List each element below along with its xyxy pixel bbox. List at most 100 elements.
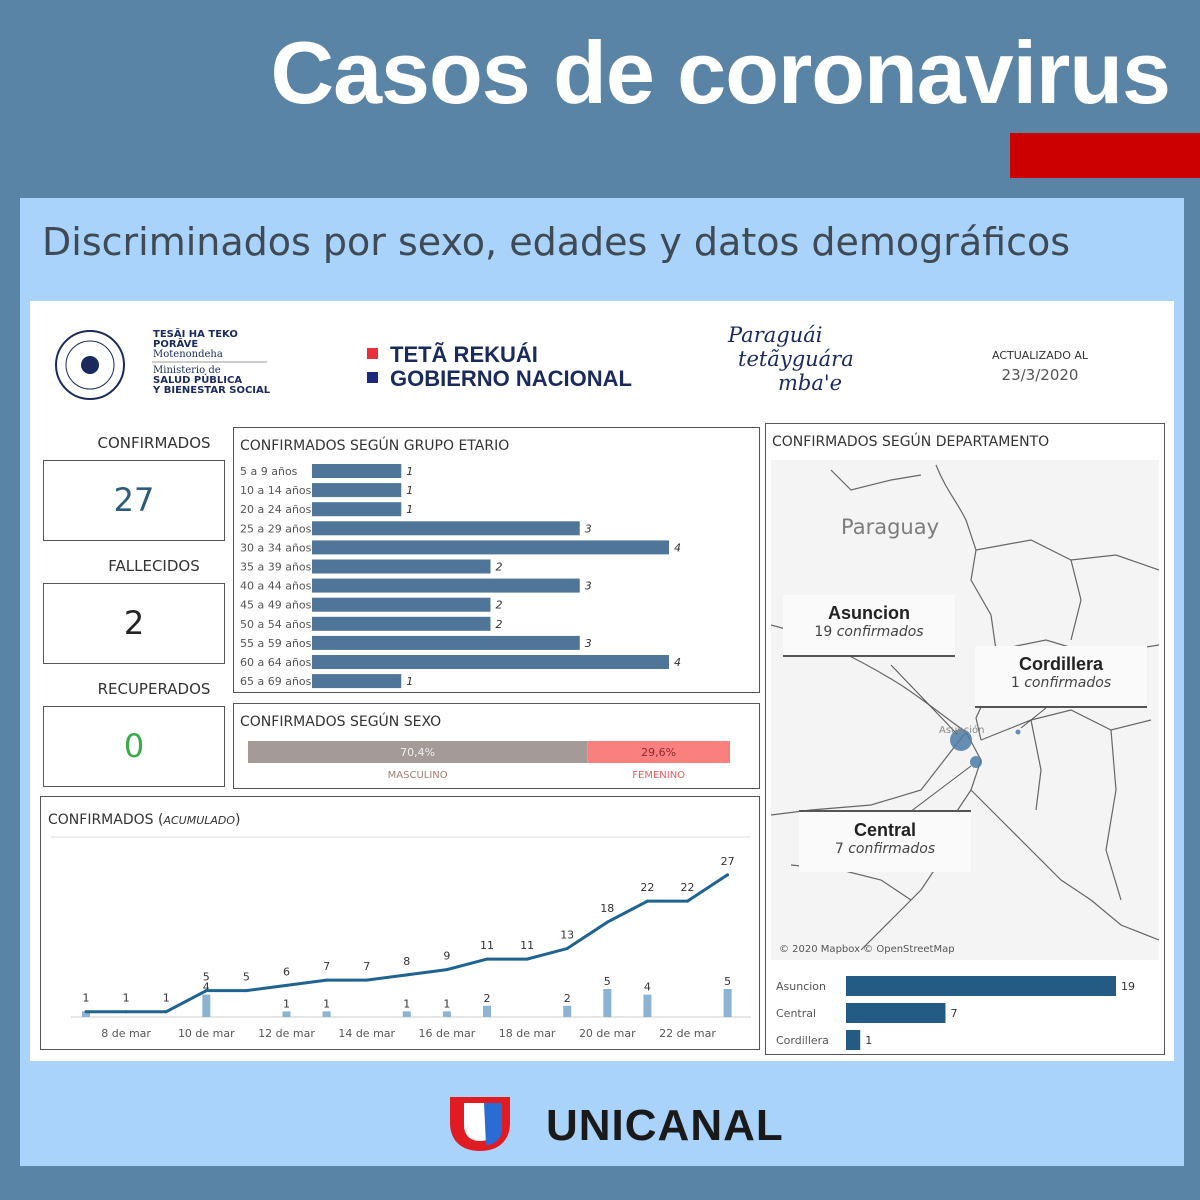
ministry-text: TESÃI HA TEKO PORÃVE Motenondeha Ministe…: [153, 330, 270, 396]
daily-bar[interactable]: [643, 994, 652, 1017]
cumulative-point[interactable]: [485, 957, 489, 961]
x-tick-label: 14 de mar: [338, 1027, 395, 1040]
daily-data-label: 5: [604, 975, 611, 988]
cumulative-point[interactable]: [365, 978, 369, 982]
age-data-label: 3: [585, 637, 592, 650]
cumulative-title-note: ACUMULADO: [163, 814, 236, 827]
blue-square-icon: [367, 371, 378, 383]
ministry-seal-icon: [55, 330, 267, 400]
slogan-line-3: mba'e: [778, 371, 843, 395]
ministry-line-6: Y BIENESTAR SOCIAL: [153, 385, 271, 396]
cumulative-point[interactable]: [204, 989, 208, 993]
kpi-fallecidos-value: 2: [43, 583, 225, 664]
age-data-label: 4: [674, 541, 681, 554]
daily-bar[interactable]: [563, 1005, 572, 1017]
cumulative-point[interactable]: [244, 989, 248, 993]
age-bar[interactable]: [312, 540, 669, 555]
cumulative-point[interactable]: [525, 957, 529, 961]
sex-value-label: 70,4%: [400, 746, 435, 759]
age-bar[interactable]: [312, 578, 580, 593]
daily-bar[interactable]: [322, 1011, 331, 1017]
age-tick-label: 60 a 64 años: [240, 656, 312, 669]
age-data-label: 4: [674, 656, 681, 669]
cumulative-data-label: 5: [243, 971, 250, 984]
government-text-1: TETÃ REKUÁI: [390, 342, 538, 367]
sex-chart-panel: CONFIRMADOS SEGÚN SEXO 70,4% MASCULINO 29,…: [233, 703, 760, 789]
government-text-2: GOBIERNO NACIONAL: [390, 366, 632, 391]
age-data-label: 1: [406, 465, 413, 478]
age-bar[interactable]: [312, 559, 491, 574]
age-bar[interactable]: [312, 655, 669, 669]
daily-data-label: 5: [724, 975, 731, 988]
daily-bar[interactable]: [442, 1011, 451, 1017]
callout-central: Central 7 confirmados: [799, 810, 971, 872]
x-tick-label: 12 de mar: [258, 1027, 315, 1040]
callout-central-unit: confirmados: [848, 841, 936, 857]
age-bar[interactable]: [312, 464, 402, 478]
kpi-confirmados-value: 27: [43, 460, 225, 541]
cumulative-chart-title: CONFIRMADOS (ACUMULADO): [48, 812, 241, 828]
department-bar[interactable]: [846, 1030, 861, 1050]
age-bar[interactable]: [312, 597, 491, 612]
age-tick-label: 35 a 39 años: [240, 561, 312, 574]
cumulative-point[interactable]: [686, 899, 689, 903]
slogan-logo: Paraguái tetãyguára mba'e: [728, 323, 878, 395]
age-bar[interactable]: [312, 616, 491, 631]
age-tick-label: 45 a 49 años: [240, 599, 312, 612]
callout-cordillera: Cordillera 1 confirmados: [975, 646, 1147, 708]
cumulative-point[interactable]: [405, 973, 409, 977]
daily-bar[interactable]: [723, 989, 732, 1017]
x-tick-label: 8 de mar: [101, 1027, 151, 1040]
cumulative-point[interactable]: [124, 1010, 128, 1014]
daily-bar[interactable]: [402, 1011, 411, 1017]
daily-data-label: 2: [484, 992, 491, 1005]
cumulative-point[interactable]: [726, 873, 730, 877]
daily-bar[interactable]: [483, 1005, 491, 1017]
x-tick-label: 10 de mar: [178, 1027, 235, 1040]
updated-block: ACTUALIZADO AL 23/3/2020: [980, 349, 1100, 384]
map-attribution: © 2020 Mapbox © OpenStreetMap: [779, 944, 955, 955]
cumulative-point[interactable]: [645, 899, 649, 903]
cumulative-point[interactable]: [445, 968, 449, 972]
cumulative-data-label: 27: [721, 855, 735, 868]
updated-date: 23/3/2020: [1001, 366, 1079, 384]
age-bar[interactable]: [312, 483, 402, 498]
age-bar[interactable]: [312, 521, 580, 536]
sex-bar-masculino[interactable]: [248, 741, 588, 763]
ministry-line-2: PORÃVE: [153, 339, 199, 350]
department-map[interactable]: Paraguay Asunción © 2020 Mapbox © OpenSt…: [771, 460, 1159, 960]
cumulative-title-text: CONFIRMADOS: [48, 812, 154, 828]
cumulative-point[interactable]: [605, 920, 609, 924]
cumulative-data-label: 1: [83, 992, 90, 1005]
daily-data-label: 1: [403, 997, 410, 1010]
page-title: Casos de coronavirus: [270, 23, 1171, 122]
department-bar[interactable]: [846, 976, 1116, 996]
department-bar[interactable]: [846, 1003, 946, 1023]
sex-bar-femenino[interactable]: [587, 741, 730, 763]
unicanal-name: UNICANAL: [546, 1101, 784, 1150]
age-bar[interactable]: [312, 674, 402, 689]
cumulative-point[interactable]: [84, 1010, 88, 1014]
daily-bar[interactable]: [202, 994, 211, 1017]
age-tick-label: 25 a 29 años: [240, 522, 312, 535]
age-bar[interactable]: [312, 502, 402, 517]
age-chart-panel: CONFIRMADOS SEGÚN GRUPO ETARIO 5 a 9 año…: [233, 427, 760, 693]
daily-bar[interactable]: [603, 989, 612, 1017]
callout-cordillera-unit: confirmados: [1024, 675, 1112, 691]
age-data-label: 3: [585, 522, 592, 535]
sex-chart: 70,4% MASCULINO 29,6% FEMENINO: [248, 741, 730, 781]
cumulative-point[interactable]: [285, 983, 288, 987]
daily-bar[interactable]: [82, 1011, 90, 1017]
cumulative-line[interactable]: [86, 873, 729, 1014]
cumulative-data-label: 7: [363, 960, 370, 973]
sex-value-label: 29,6%: [641, 746, 676, 759]
ministry-line-3: Motenondeha: [153, 349, 223, 360]
cumulative-point[interactable]: [325, 978, 329, 982]
age-bar[interactable]: [312, 635, 580, 650]
cumulative-data-label: 11: [520, 939, 534, 952]
cumulative-point[interactable]: [565, 947, 569, 951]
daily-bar[interactable]: [282, 1011, 291, 1017]
cumulative-point[interactable]: [164, 1010, 168, 1014]
callout-cordillera-name: Cordillera: [1018, 654, 1104, 674]
